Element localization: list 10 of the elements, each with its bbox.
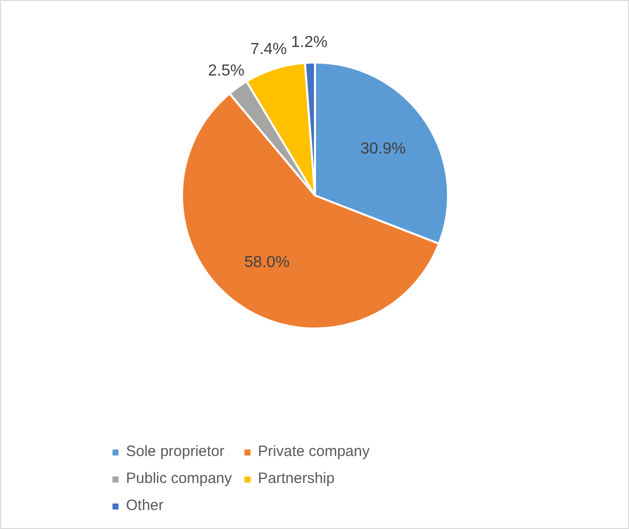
data-label: 7.4% [250,41,287,58]
legend-label: Private company [258,443,370,460]
data-label: 1.2% [291,34,328,52]
data-label: 58.0% [244,254,290,272]
data-label: 2.5% [208,62,245,80]
legend-label: Public company [126,470,232,487]
legend-label: Partnership [258,470,335,487]
legend-label: Sole proprietor [126,443,224,460]
data-label: 30.9% [360,140,406,158]
legend-label: Other [126,497,164,514]
